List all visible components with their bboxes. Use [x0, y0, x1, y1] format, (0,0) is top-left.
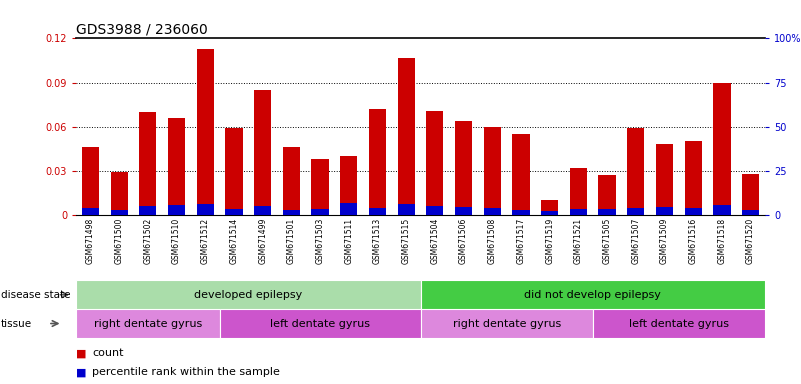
- Bar: [254, 90, 272, 215]
- Bar: [397, 204, 415, 215]
- Bar: [196, 49, 214, 215]
- Bar: [484, 127, 501, 215]
- Bar: [656, 207, 673, 215]
- Bar: [111, 210, 127, 215]
- Bar: [139, 206, 156, 215]
- Text: ■: ■: [76, 367, 87, 377]
- Bar: [593, 309, 765, 338]
- Bar: [111, 172, 127, 215]
- Bar: [368, 208, 386, 215]
- Bar: [455, 121, 472, 215]
- Bar: [283, 147, 300, 215]
- Bar: [82, 208, 99, 215]
- Bar: [312, 209, 328, 215]
- Text: did not develop epilepsy: did not develop epilepsy: [525, 290, 661, 300]
- Bar: [513, 210, 529, 215]
- Bar: [742, 174, 759, 215]
- Bar: [426, 111, 444, 215]
- Bar: [76, 309, 219, 338]
- Bar: [627, 128, 644, 215]
- Bar: [82, 147, 99, 215]
- Bar: [397, 58, 415, 215]
- Bar: [742, 210, 759, 215]
- Text: ■: ■: [76, 348, 87, 358]
- Bar: [541, 200, 558, 215]
- Bar: [168, 118, 185, 215]
- Bar: [340, 203, 357, 215]
- Bar: [219, 309, 421, 338]
- Bar: [713, 83, 731, 215]
- Bar: [570, 168, 587, 215]
- Bar: [368, 109, 386, 215]
- Bar: [484, 208, 501, 215]
- Bar: [225, 128, 243, 215]
- Bar: [627, 208, 644, 215]
- Text: right dentate gyrus: right dentate gyrus: [453, 318, 561, 329]
- Bar: [340, 156, 357, 215]
- Text: left dentate gyrus: left dentate gyrus: [629, 318, 729, 329]
- Text: GDS3988 / 236060: GDS3988 / 236060: [76, 23, 207, 36]
- Text: disease state: disease state: [1, 290, 70, 300]
- Bar: [513, 134, 529, 215]
- Bar: [455, 207, 472, 215]
- Text: tissue: tissue: [1, 318, 32, 329]
- Bar: [139, 112, 156, 215]
- Text: count: count: [92, 348, 123, 358]
- Bar: [685, 141, 702, 215]
- Bar: [283, 210, 300, 215]
- Bar: [76, 280, 421, 309]
- Bar: [312, 159, 328, 215]
- Text: percentile rank within the sample: percentile rank within the sample: [92, 367, 280, 377]
- Bar: [656, 144, 673, 215]
- Text: developed epilepsy: developed epilepsy: [194, 290, 303, 300]
- Bar: [421, 280, 765, 309]
- Bar: [196, 204, 214, 215]
- Text: left dentate gyrus: left dentate gyrus: [270, 318, 370, 329]
- Bar: [421, 309, 593, 338]
- Bar: [685, 208, 702, 215]
- Bar: [570, 209, 587, 215]
- Bar: [541, 210, 558, 215]
- Bar: [598, 175, 616, 215]
- Text: right dentate gyrus: right dentate gyrus: [94, 318, 202, 329]
- Bar: [713, 205, 731, 215]
- Bar: [168, 205, 185, 215]
- Bar: [225, 209, 243, 215]
- Bar: [254, 206, 272, 215]
- Bar: [426, 206, 444, 215]
- Bar: [598, 209, 616, 215]
